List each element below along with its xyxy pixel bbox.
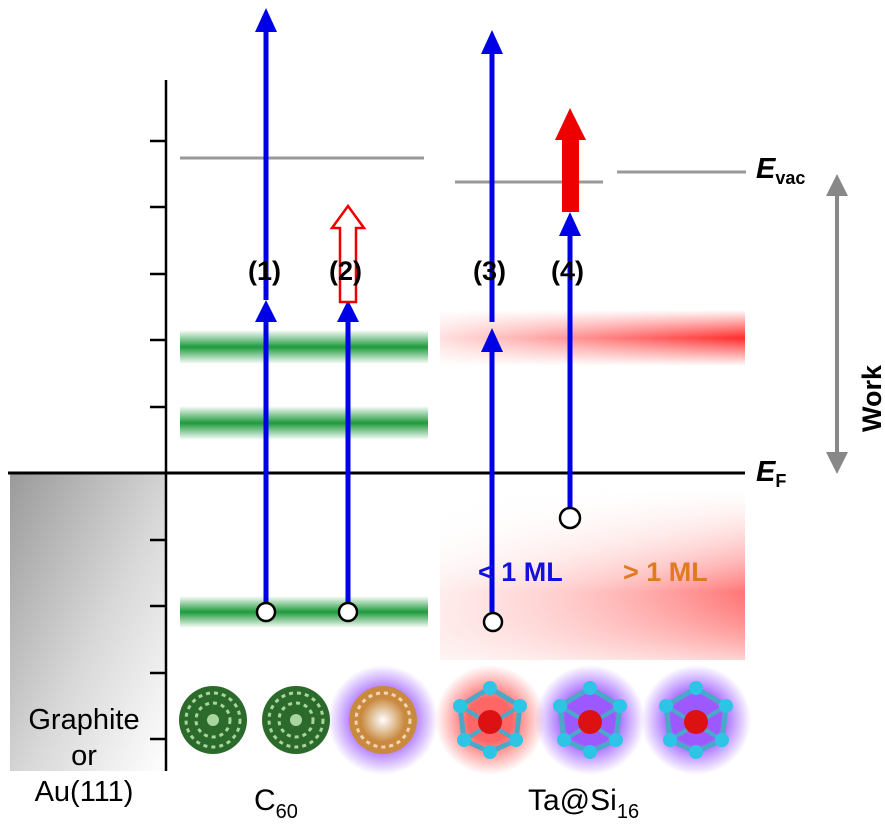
process-label-4: (4) <box>551 256 584 286</box>
work-function-arrow <box>826 174 848 474</box>
process-4-arrow <box>555 108 586 510</box>
tasi-group-label: Ta@Si16 <box>528 784 640 823</box>
substrate-label: Graphite or Au(111) <box>28 704 140 808</box>
c60-ion-molecule-icon <box>328 665 438 775</box>
substrate-block <box>10 473 166 771</box>
c60-group-label: C60 <box>254 784 298 823</box>
process-1-arrow <box>255 8 277 602</box>
ta-si16-molecule-icon <box>435 665 545 775</box>
c60-electron-1 <box>255 601 277 623</box>
tasi-lumo-band <box>440 310 745 366</box>
c60-states <box>180 330 428 628</box>
process-label-1: (1) <box>248 256 281 286</box>
tasi-electron-4 <box>558 506 582 530</box>
process-2-arrow <box>329 203 367 602</box>
tasi-electron-3 <box>482 611 504 633</box>
coverage-above-label: > 1 ML <box>623 557 708 587</box>
fermi-level-label: EF <box>756 456 787 491</box>
energy-axis <box>150 80 168 771</box>
process-label-3: (3) <box>473 256 506 286</box>
ta-si16-ion-molecule-icon <box>535 665 645 775</box>
work-function-label: Work function <box>857 364 885 432</box>
c60-molecule-icon <box>262 686 330 754</box>
coverage-below-label: < 1 ML <box>478 557 563 587</box>
ta-si16-ion-molecule-icon <box>641 665 751 775</box>
process-label-2: (2) <box>329 256 362 286</box>
c60-molecule-icon <box>179 686 247 754</box>
c60-electron-2 <box>337 601 359 623</box>
process-3-arrow <box>481 30 503 612</box>
vacuum-level-label: Evac <box>756 153 806 188</box>
